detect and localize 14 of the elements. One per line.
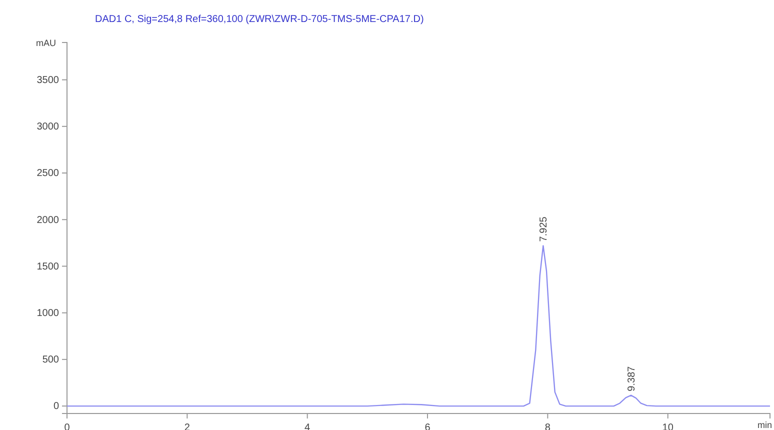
chart-title: DAD1 C, Sig=254,8 Ref=360,100 (ZWR\ZWR-D-705-TMS-5ME-CPA17.D)	[95, 14, 424, 25]
y-tick-label: 3500	[36, 74, 60, 86]
line-series	[66, 245, 771, 407]
y-tick-label: 3000	[36, 122, 60, 133]
y-axis-title: mAU	[36, 38, 56, 48]
y-tick-label: 1000	[36, 308, 60, 320]
annotation: 9.387	[626, 366, 638, 392]
y-tick-label: 2000	[36, 214, 60, 226]
y-tick-label: 2500	[36, 168, 60, 180]
y-tick-label: 0	[53, 401, 60, 412]
annotation: 7.925	[538, 216, 550, 242]
x-axis-title: min	[757, 420, 772, 430]
y-tick-label: 1500	[36, 261, 60, 272]
y-tick-label: 500	[42, 354, 60, 366]
